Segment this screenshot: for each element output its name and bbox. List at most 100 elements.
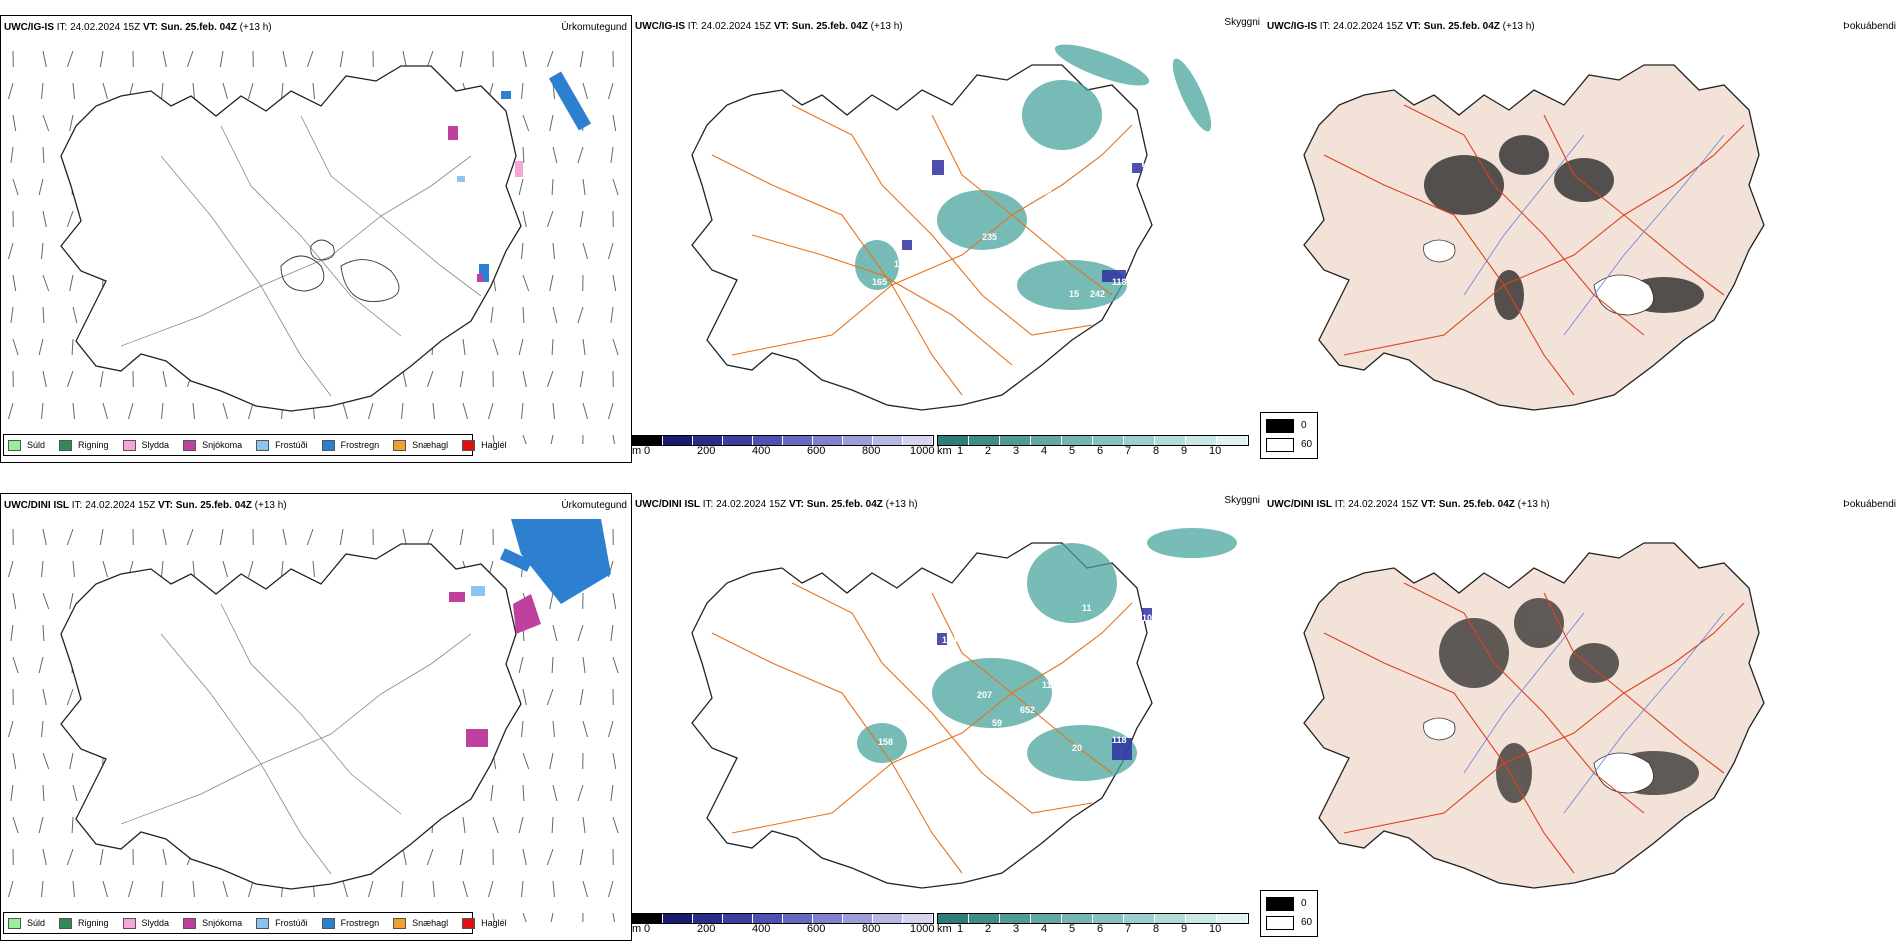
wind-barb bbox=[462, 402, 468, 420]
wind-barb bbox=[462, 338, 466, 356]
legend-swatch bbox=[183, 439, 197, 451]
wind-barb bbox=[99, 848, 104, 866]
model-name: UWC/IG-IS bbox=[4, 22, 54, 33]
wind-barb bbox=[72, 880, 75, 898]
wind-barb bbox=[42, 274, 50, 292]
cloud-label: 11 bbox=[1060, 793, 1070, 803]
wind-barb bbox=[12, 752, 17, 770]
wind-barb bbox=[546, 370, 554, 388]
wind-barb bbox=[549, 592, 554, 610]
wind-barb bbox=[42, 528, 47, 546]
panel-header: UWC/DINI ISL IT: 24.02.2024 15Z VT: Sun.… bbox=[4, 500, 287, 511]
wind-barb bbox=[8, 402, 14, 420]
cloud-label: 10 bbox=[997, 267, 1007, 277]
cloud-label: 64 bbox=[1057, 207, 1067, 217]
wind-barb bbox=[222, 560, 228, 578]
legend-swatch bbox=[183, 917, 197, 929]
wind-barb bbox=[579, 848, 584, 866]
wind-barb bbox=[490, 306, 494, 324]
wind-barb bbox=[12, 114, 17, 132]
wind-barb bbox=[42, 688, 47, 706]
wind-barb bbox=[339, 50, 344, 68]
wind-barb bbox=[521, 720, 524, 738]
wind-barb bbox=[72, 402, 75, 420]
wind-barb bbox=[608, 82, 614, 100]
wind-barb bbox=[551, 816, 554, 834]
visibility-colorbar: km 1 2 3 4 5 6 7 8 9 10 bbox=[937, 435, 1249, 461]
panel-title: Úrkomutegund bbox=[561, 22, 627, 33]
wind-barb bbox=[38, 816, 44, 834]
wind-barb bbox=[426, 370, 434, 388]
wind-barb bbox=[612, 434, 616, 444]
wind-barb bbox=[222, 82, 228, 100]
wind-barb bbox=[582, 82, 588, 100]
wind-barb bbox=[492, 338, 499, 356]
wind-barb bbox=[368, 402, 374, 420]
cloud-map: 11 100 104 82 43 115 207 59 652 41 118 2… bbox=[691, 528, 1237, 889]
wind-barb bbox=[582, 178, 586, 196]
wind-barb bbox=[402, 370, 407, 388]
wind-barb bbox=[128, 402, 134, 420]
wind-barb bbox=[42, 370, 47, 388]
cloud-label: 20 bbox=[1072, 743, 1082, 753]
precip-patches bbox=[448, 71, 592, 282]
colorbar-bin bbox=[783, 436, 813, 445]
panel-title: Þokuábendi bbox=[1843, 21, 1896, 32]
wind-barb bbox=[41, 720, 44, 738]
roads bbox=[711, 104, 1133, 396]
legend-item: Rigning bbox=[59, 439, 109, 451]
wind-barb bbox=[579, 370, 584, 388]
wind-barb bbox=[42, 848, 47, 866]
wind-barb bbox=[522, 146, 525, 164]
wind-barb bbox=[551, 178, 554, 196]
wind-barb bbox=[222, 402, 228, 420]
wind-barb bbox=[522, 306, 525, 324]
cloud-label: 115 bbox=[1042, 680, 1057, 690]
visibility-colorbar: km 1 2 3 4 5 6 7 8 9 10 bbox=[937, 913, 1249, 939]
wind-barb bbox=[462, 816, 466, 834]
wind-barb bbox=[10, 784, 14, 802]
wind-barb bbox=[41, 242, 44, 260]
wind-barb bbox=[162, 50, 167, 68]
cloud-label: 242 bbox=[1090, 289, 1105, 299]
wind-barb bbox=[248, 560, 254, 578]
legend-swatch bbox=[321, 917, 335, 929]
wind-barb bbox=[12, 592, 17, 610]
rivers bbox=[1463, 134, 1725, 336]
legend-swatch bbox=[462, 439, 476, 451]
wind-barb bbox=[610, 306, 614, 324]
wind-barb bbox=[518, 338, 524, 356]
wind-barb bbox=[610, 624, 614, 642]
legend-item: Snæhagl bbox=[393, 917, 448, 929]
colorbar-bin bbox=[903, 436, 933, 445]
wind-barb bbox=[161, 402, 164, 420]
cloud-label: 20 bbox=[1012, 269, 1022, 279]
wind-barb bbox=[612, 178, 619, 196]
wind-barb bbox=[552, 306, 558, 324]
panel-title: Skyggni bbox=[1224, 495, 1260, 506]
wind-barb bbox=[492, 912, 496, 922]
legend-swatch bbox=[59, 439, 73, 451]
cloud-label: 99 bbox=[1142, 162, 1152, 172]
colorbar-bin bbox=[969, 436, 1000, 445]
wind-barb bbox=[608, 242, 614, 260]
wind-barb bbox=[552, 784, 558, 802]
wind-barb bbox=[312, 82, 315, 100]
wind-barb bbox=[432, 880, 435, 898]
colorbar-bin bbox=[753, 436, 783, 445]
lead-time: (+13 h) bbox=[239, 22, 272, 33]
legend-item: Snjókoma bbox=[183, 439, 242, 451]
legend-item: Slydda bbox=[122, 917, 169, 929]
colorbar-bin bbox=[693, 436, 723, 445]
colorbar-tick: 6 bbox=[1097, 445, 1104, 457]
wind-barb bbox=[402, 50, 407, 68]
wind-barb bbox=[402, 528, 407, 546]
legend-swatch bbox=[393, 917, 407, 929]
wind-barb bbox=[162, 528, 167, 546]
wind-barb bbox=[577, 146, 584, 164]
fog-legend-high: 0 bbox=[1301, 420, 1307, 431]
wind-barb bbox=[42, 146, 45, 164]
colorbar-bin bbox=[633, 436, 663, 445]
wind-barb bbox=[66, 848, 74, 866]
wind-barb bbox=[522, 784, 525, 802]
